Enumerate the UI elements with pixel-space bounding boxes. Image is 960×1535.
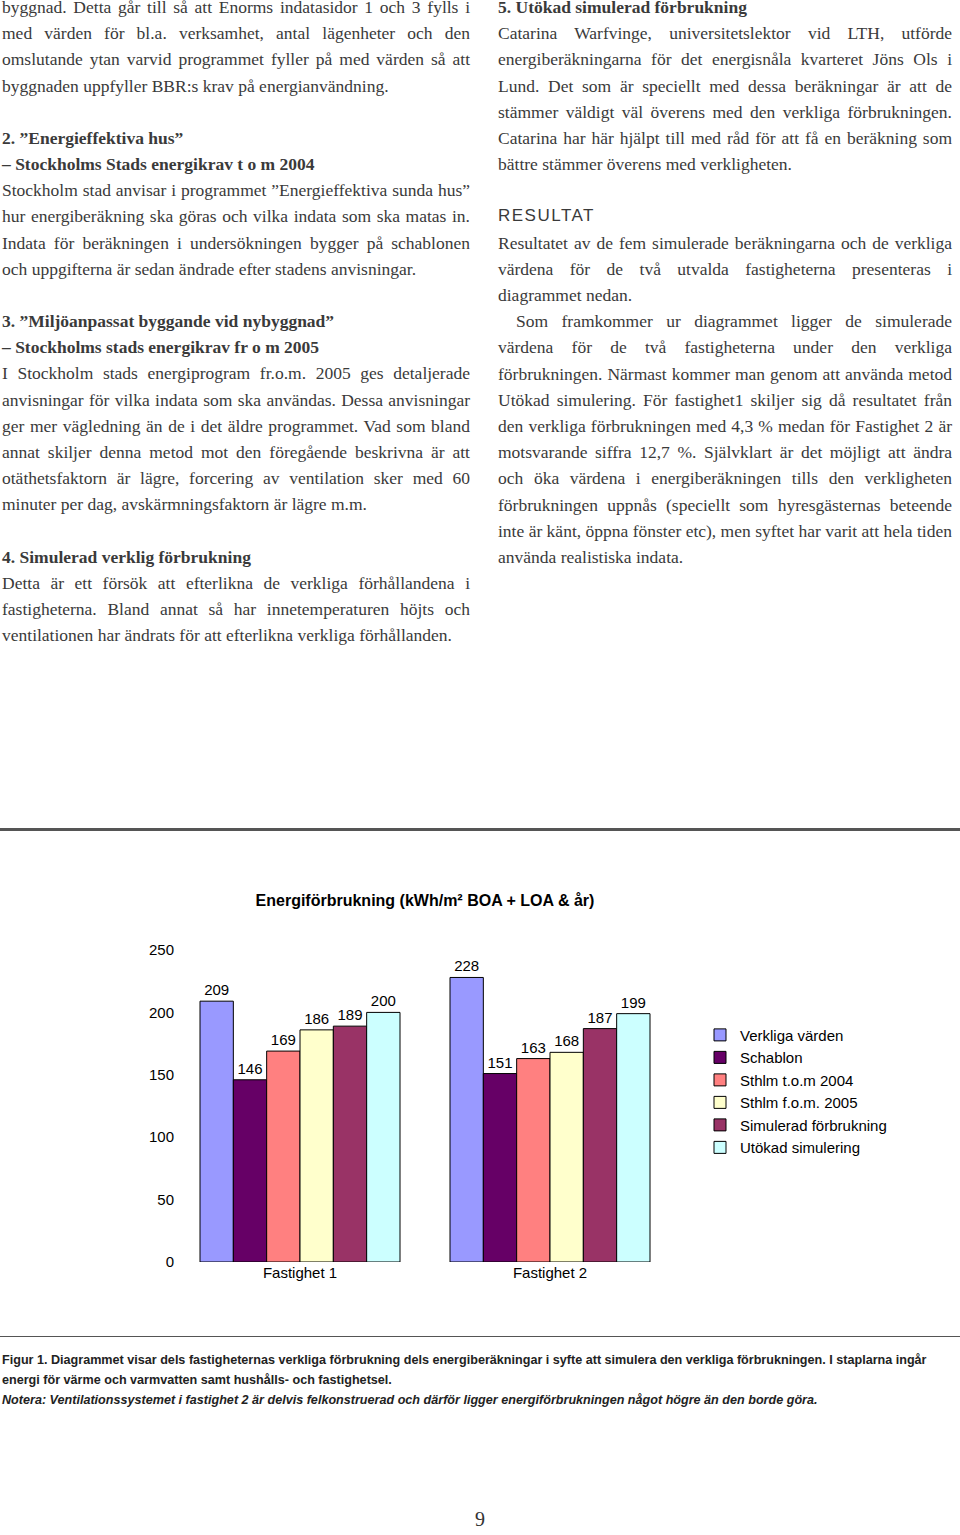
svg-text:189: 189 — [337, 1006, 362, 1023]
svg-text:151: 151 — [487, 1054, 512, 1071]
html-text:9: 9 — [475, 1508, 485, 1530]
svg-text:Utökad simulering: Utökad simulering — [740, 1139, 860, 1156]
svg-text:163: 163 — [521, 1039, 546, 1056]
html-text:Figur 1. Diagrammet visar dels: Figur 1. Diagrammet visar dels fastighet… — [2, 1353, 927, 1387]
html-text:Catarina Warfvinge, universite: Catarina Warfvinge, universitetslektor v… — [498, 23, 952, 175]
html-text:– Stockholms Stads energikrav: – Stockholms Stads energikrav t o m 2004 — [2, 154, 315, 174]
svg-text:Energiförbrukning (kWh/m² BOA: Energiförbrukning (kWh/m² BOA + LOA & år… — [256, 892, 595, 909]
svg-text:250: 250 — [149, 941, 174, 958]
html-text:RESULTAT: RESULTAT — [498, 206, 595, 226]
svg-text:Sthlm f.o.m. 2005: Sthlm f.o.m. 2005 — [740, 1094, 858, 1111]
svg-text:199: 199 — [621, 994, 646, 1011]
svg-text:Verkliga värden: Verkliga värden — [740, 1027, 843, 1044]
svg-text:146: 146 — [237, 1060, 262, 1077]
svg-text:169: 169 — [271, 1031, 296, 1048]
svg-text:200: 200 — [149, 1004, 174, 1021]
html-text:Detta är ett försök att efterl: Detta är ett försök att efterlikna de ve… — [2, 572, 470, 646]
svg-text:Simulerad förbrukning: Simulerad förbrukning — [740, 1117, 887, 1134]
html-text:Resultatet av de fem simulerad: Resultatet av de fem simulerade beräknin… — [498, 232, 952, 305]
svg-text:150: 150 — [149, 1066, 174, 1083]
svg-text:100: 100 — [149, 1128, 174, 1145]
svg-text:Sthlm t.o.m 2004: Sthlm t.o.m 2004 — [740, 1072, 853, 1089]
svg-text:Schablon: Schablon — [740, 1049, 803, 1066]
svg-text:187: 187 — [587, 1009, 612, 1026]
svg-text:0: 0 — [166, 1253, 174, 1270]
html-text:2. ”Energieffektiva hus”: 2. ”Energieffektiva hus” — [2, 127, 184, 148]
html-text:– Stockholms stads energikrav: – Stockholms stads energikrav fr o m 200… — [2, 337, 320, 358]
svg-text:186: 186 — [304, 1010, 329, 1027]
html-text:3. ”Miljöanpassat byggande vid: 3. ”Miljöanpassat byggande vid nybyggnad… — [2, 311, 335, 331]
html-text:Som framkommer ur diagrammet l: Som framkommer ur diagrammet ligger de s… — [498, 311, 952, 568]
html-text:I Stockholm stads energiprogra: I Stockholm stads energiprogram fr.o.m. … — [2, 363, 470, 515]
svg-text:209: 209 — [204, 981, 229, 998]
svg-text:228: 228 — [454, 957, 479, 974]
html-text:4. Simulerad verklig förbrukni: 4. Simulerad verklig förbrukning — [2, 546, 251, 567]
svg-text:50: 50 — [157, 1191, 174, 1208]
html-text:Notera: Ventilationssystemet i: Notera: Ventilationssystemet i fastighet… — [2, 1393, 818, 1407]
svg-text:Fastighet 2: Fastighet 2 — [513, 1264, 587, 1281]
svg-text:200: 200 — [371, 992, 396, 1009]
html-text:Stockholm stad anvisar i progr: Stockholm stad anvisar i programmet ”Ene… — [2, 180, 470, 279]
svg-text:168: 168 — [554, 1032, 579, 1049]
svg-text:Fastighet 1: Fastighet 1 — [263, 1264, 337, 1281]
